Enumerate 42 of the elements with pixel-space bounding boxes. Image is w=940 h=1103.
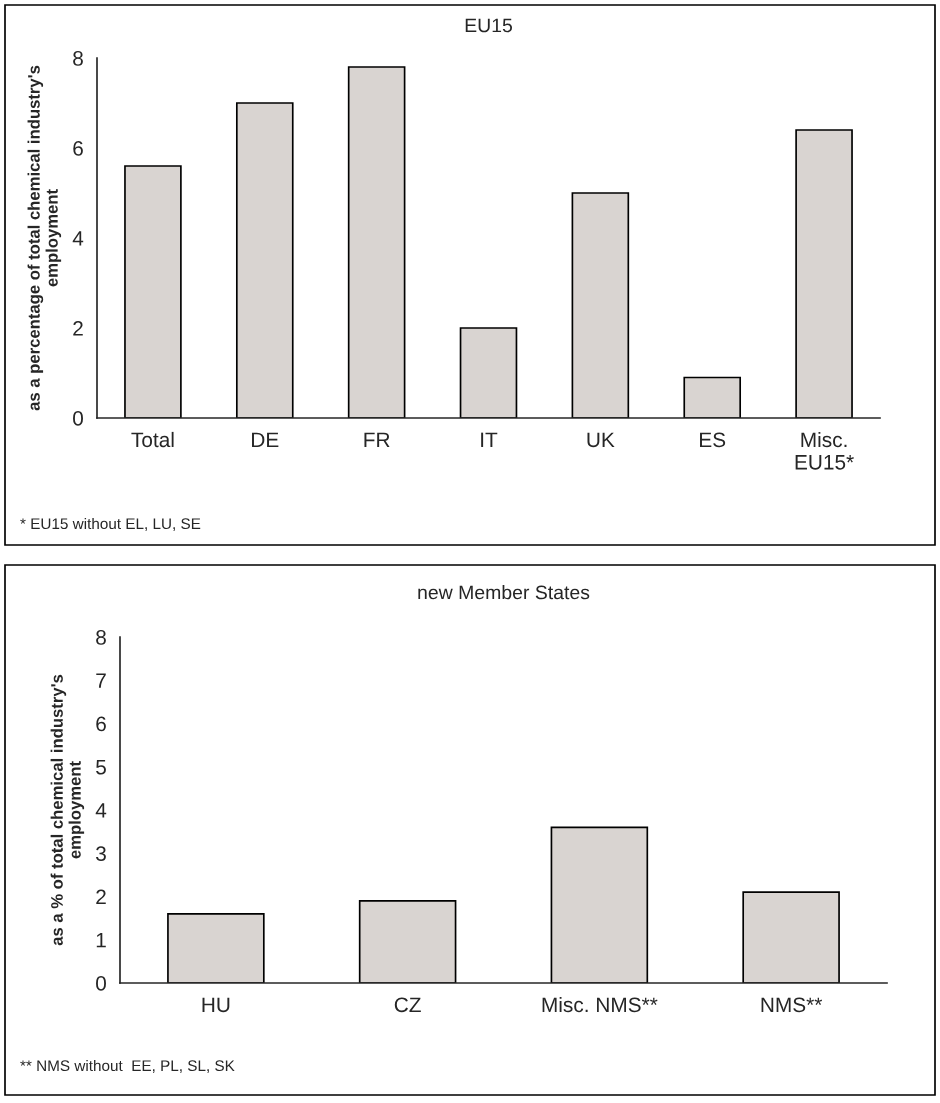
y-tick-label: 0 xyxy=(73,411,83,426)
x-tick-label: DE xyxy=(252,432,279,447)
x-tick-label: IT xyxy=(481,432,498,447)
x-tick-label: Misc. EU15* xyxy=(795,431,854,470)
y-tick-label: 2 xyxy=(96,889,106,905)
y-tick-label: 4 xyxy=(72,231,84,246)
x-tick-label: Misc. NMS** xyxy=(542,996,658,1013)
bar xyxy=(358,899,457,983)
x-tick-label: NMS** xyxy=(761,997,823,1013)
chart-title: new Member States xyxy=(418,585,590,600)
y-tick-label: 3 xyxy=(96,846,106,861)
bar xyxy=(683,376,742,418)
bar xyxy=(550,826,649,983)
y-tick-label: 5 xyxy=(96,759,106,775)
text: * EU15 without EL, LU, SE xyxy=(20,517,201,531)
bar xyxy=(795,129,853,418)
chart-title: EU15 xyxy=(465,18,513,33)
x-tick-label: Total xyxy=(131,431,174,448)
y-tick-label: 4 xyxy=(95,803,107,818)
bar xyxy=(742,891,840,983)
y-tick-label: 8 xyxy=(96,630,106,645)
bar xyxy=(124,165,182,418)
x-tick-label: HU xyxy=(202,997,230,1013)
y-axis-title: as a % of total chemical industry's employment xyxy=(50,674,85,946)
y-tick-label: 1 xyxy=(96,932,106,948)
bar xyxy=(167,912,265,983)
bar xyxy=(347,66,406,418)
y-tick-label: 8 xyxy=(73,51,83,66)
x-tick-label: UK xyxy=(587,432,615,448)
y-tick-label: 6 xyxy=(96,716,106,732)
bar xyxy=(235,102,294,418)
bar xyxy=(459,327,518,418)
y-tick-label: 6 xyxy=(73,141,83,156)
bar xyxy=(571,192,630,418)
x-tick-label: FR xyxy=(364,432,390,447)
y-tick-label: 7 xyxy=(96,673,106,688)
text: ** NMS without EE, PL, SL, SK xyxy=(20,1059,235,1073)
x-tick-label: ES xyxy=(700,432,726,448)
y-tick-label: 0 xyxy=(96,976,106,991)
x-tick-label: CZ xyxy=(394,997,421,1013)
y-tick-label: 2 xyxy=(73,321,83,336)
y-axis-title: as a percentage of total chemical industry's employment xyxy=(27,65,62,411)
